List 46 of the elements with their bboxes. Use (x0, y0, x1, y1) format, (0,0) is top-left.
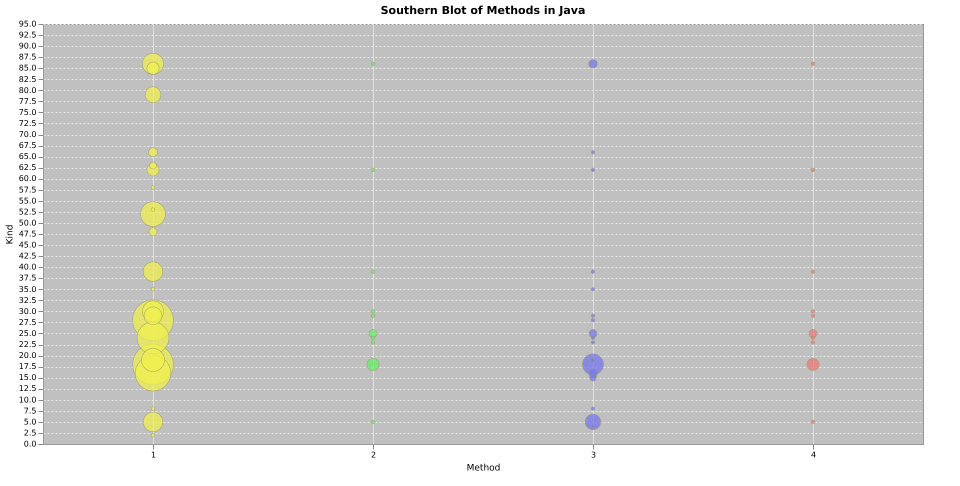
y-tick-label: 10.0 (18, 395, 36, 404)
y-tick-label: 42.5 (18, 252, 36, 261)
y-tick-label: 20.0 (18, 351, 36, 360)
y-tick-label: 92.5 (18, 30, 36, 40)
y-tick-label: 85.0 (18, 64, 36, 73)
y-tick-label: 22.5 (18, 340, 36, 350)
y-tick-label: 95.0 (18, 20, 36, 28)
y-tick-label: 50.0 (18, 218, 36, 228)
y-tick-label: 87.5 (18, 52, 36, 62)
y-tick-label: 0.0 (24, 440, 36, 448)
y-tick-label: 32.5 (18, 296, 36, 305)
y-tick-label: 57.5 (18, 185, 36, 194)
y-tick-label: 30.0 (18, 306, 36, 316)
y-tick-label: 60.0 (18, 174, 36, 184)
x-tick-label: 3 (590, 450, 596, 460)
y-tick-label: 27.5 (18, 318, 36, 327)
y-tick-label: 2.5 (24, 428, 36, 438)
x-tick-label: 1 (150, 450, 156, 460)
y-tick-label: 55.0 (18, 196, 36, 206)
y-tick-label: 67.5 (18, 141, 36, 150)
chart-title: Southern Blot of Methods in Java (380, 4, 586, 17)
y-tick-label: 77.5 (18, 96, 36, 106)
y-tick-label: 7.5 (24, 406, 36, 416)
y-tick-label: 37.5 (18, 274, 36, 283)
y-tick-label: 25.0 (18, 328, 36, 338)
y-tick-label: 62.5 (18, 163, 36, 172)
y-tick-label: 90.0 (18, 42, 36, 51)
y-tick-label: 82.5 (18, 74, 36, 84)
y-tick-label: 12.5 (18, 384, 36, 394)
y-tick-label: 5.0 (24, 417, 36, 426)
y-tick-label: 15.0 (18, 373, 36, 382)
x-axis-title: Method (466, 464, 500, 474)
y-tick-label: 47.5 (18, 230, 36, 238)
y-tick-label: 65.0 (18, 152, 36, 162)
y-tick-label: 40.0 (18, 262, 36, 272)
y-tick-label: 52.5 (18, 207, 36, 216)
y-tick-label: 35.0 (18, 284, 36, 294)
y-tick-label: 70.0 (18, 130, 36, 140)
y-tick-label: 45.0 (18, 240, 36, 250)
y-axis-title: Kind (6, 224, 16, 244)
y-tick-label: 75.0 (18, 108, 36, 117)
x-tick-label: 4 (810, 450, 816, 460)
x-tick-label: 2 (370, 450, 376, 460)
y-tick-label: 17.5 (18, 362, 36, 372)
y-tick-label: 72.5 (18, 118, 36, 128)
y-tick-label: 80.0 (18, 86, 36, 95)
